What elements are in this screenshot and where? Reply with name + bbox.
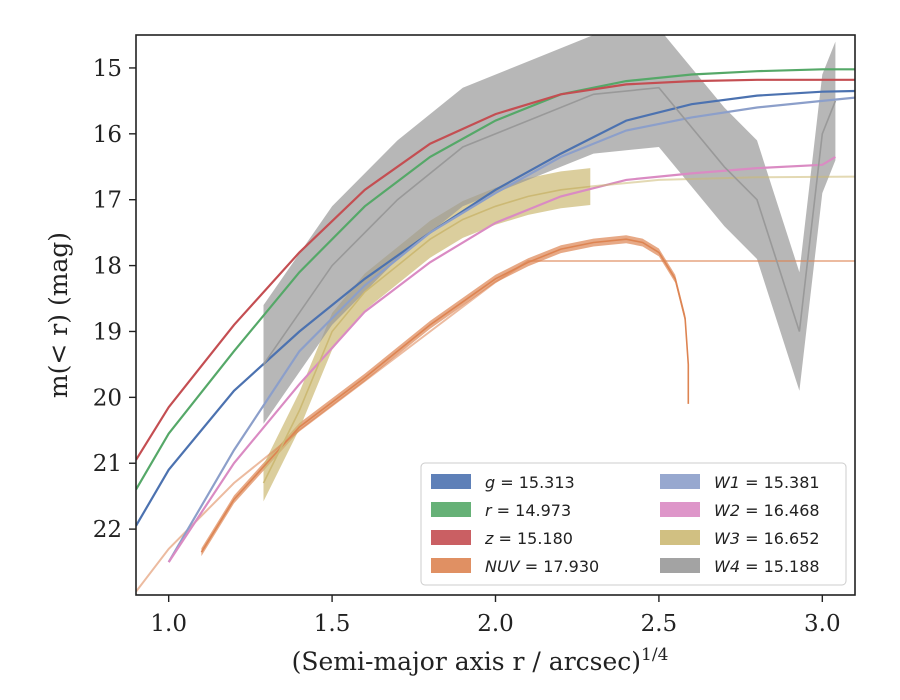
legend-label-w2: W2 = 16.468 — [714, 501, 820, 520]
y-tick-label: 22 — [93, 517, 122, 543]
series-nuv-line — [200, 238, 690, 553]
series-r-line — [136, 68, 855, 491]
series-w4-line — [262, 86, 837, 365]
legend-label-w3: W3 = 16.652 — [714, 529, 820, 548]
y-tick-label: 20 — [93, 385, 122, 411]
legend-label-z: z = 15.180 — [484, 529, 573, 548]
legend-label-w4: W4 = 15.188 — [714, 557, 820, 576]
series-w2-line — [167, 155, 836, 563]
x-tick-label: 3.0 — [804, 611, 841, 637]
y-tick-label: 17 — [93, 188, 122, 214]
y-tick-label: 16 — [93, 122, 122, 148]
series-w3-extension — [590, 175, 855, 188]
legend-swatch-g — [431, 474, 471, 489]
series-w1-line — [167, 96, 855, 563]
legend-swatch-w2 — [660, 502, 700, 517]
x-axis-label-exponent: 1/4 — [641, 645, 668, 665]
legend-swatch-w4 — [660, 558, 700, 573]
legend: g = 15.313 r = 14.973 z = 15.180 NUV = 17.9… — [420, 462, 847, 586]
series-g-line — [136, 89, 855, 527]
y-tick-label: 19 — [93, 319, 122, 345]
series-z-line — [136, 78, 855, 461]
y-tick-label: 21 — [93, 451, 122, 477]
legend-swatch-w1 — [660, 474, 700, 489]
x-tick-label: 1.0 — [150, 611, 187, 637]
series-w4-band — [263, 35, 836, 424]
x-tick-label: 2.5 — [641, 611, 678, 637]
x-axis-label-text: (Semi-major axis r / arcsec) — [292, 647, 641, 676]
legend-swatch-z — [431, 530, 471, 545]
legend-label-w1: W1 = 15.381 — [714, 473, 820, 492]
y-tick-label: 15 — [93, 56, 122, 82]
series-w3-line — [262, 185, 591, 484]
legend-swatch-nuv — [431, 558, 471, 573]
legend-label-g: g = 15.313 — [485, 473, 575, 492]
legend-label-r: r = 14.973 — [485, 501, 571, 520]
x-tick-label: 2.0 — [477, 611, 514, 637]
x-tick-label: 1.5 — [314, 611, 351, 637]
legend-swatch-w3 — [660, 530, 700, 545]
y-tick-label: 18 — [93, 254, 122, 280]
x-axis-label: (Semi-major axis r / arcsec)1/4 — [292, 645, 669, 676]
legend-label-nuv: NUV = 17.930 — [485, 557, 599, 576]
y-axis-label: m(< r) (mag) — [44, 232, 73, 398]
legend-frame — [420, 462, 847, 586]
legend-swatch-r — [431, 502, 471, 517]
